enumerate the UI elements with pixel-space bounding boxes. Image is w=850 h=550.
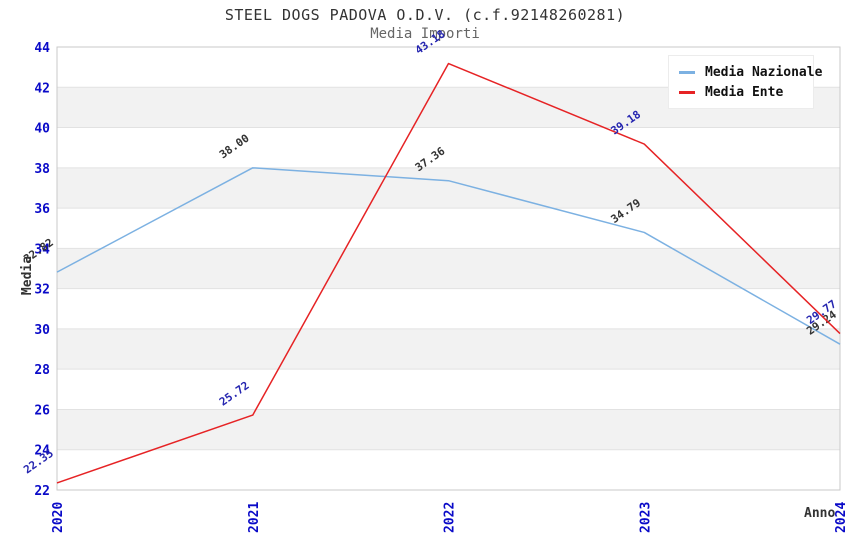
data-point-label: 38.00 xyxy=(217,132,252,162)
legend-label-nazionale: Media Nazionale xyxy=(705,64,823,80)
plot-band xyxy=(57,409,840,450)
y-tick-label: 36 xyxy=(34,202,50,217)
legend-label-ente: Media Ente xyxy=(705,84,784,100)
x-axis-label: Anno xyxy=(804,506,836,521)
y-tick-label: 40 xyxy=(34,122,50,137)
x-tick-label: 2022 xyxy=(443,502,458,533)
x-tick-label: 2020 xyxy=(51,502,66,533)
y-tick-label: 30 xyxy=(34,323,50,338)
x-tick-label: 2021 xyxy=(247,502,262,533)
y-tick-label: 38 xyxy=(34,162,50,177)
legend-swatch-nazionale xyxy=(679,70,695,74)
plot-band xyxy=(57,167,840,209)
legend-swatch-ente xyxy=(679,90,695,94)
y-tick-label: 28 xyxy=(34,363,50,378)
data-point-label: 25.72 xyxy=(217,379,252,409)
y-tick-label: 22 xyxy=(34,484,50,499)
plot-band xyxy=(57,248,840,289)
legend-item-nazionale: Media Nazionale xyxy=(679,62,822,82)
plot-border xyxy=(56,46,841,491)
chart-subtitle: Media Importi xyxy=(370,26,480,42)
series-line-ente xyxy=(56,62,841,484)
legend-item-ente: Media Ente xyxy=(679,82,805,102)
x-tick-label: 2024 xyxy=(834,502,849,533)
y-axis-label: Media xyxy=(20,255,36,296)
legend: Media Nazionale Media Ente xyxy=(668,55,822,109)
y-tick-label: 26 xyxy=(34,403,50,418)
y-tick-label: 34 xyxy=(34,242,50,257)
y-tick-label: 42 xyxy=(34,81,50,96)
y-tick-label: 32 xyxy=(34,283,50,298)
plot-band xyxy=(57,328,840,370)
data-point-label: 43.18 xyxy=(413,27,448,57)
chart-title: STEEL DOGS PADOVA O.D.V. (c.f.9214826028… xyxy=(224,6,626,24)
y-tick-label: 24 xyxy=(34,444,50,459)
y-tick-label: 44 xyxy=(34,41,50,56)
x-tick-label: 2023 xyxy=(638,502,653,533)
series-line-nazionale xyxy=(56,167,841,345)
